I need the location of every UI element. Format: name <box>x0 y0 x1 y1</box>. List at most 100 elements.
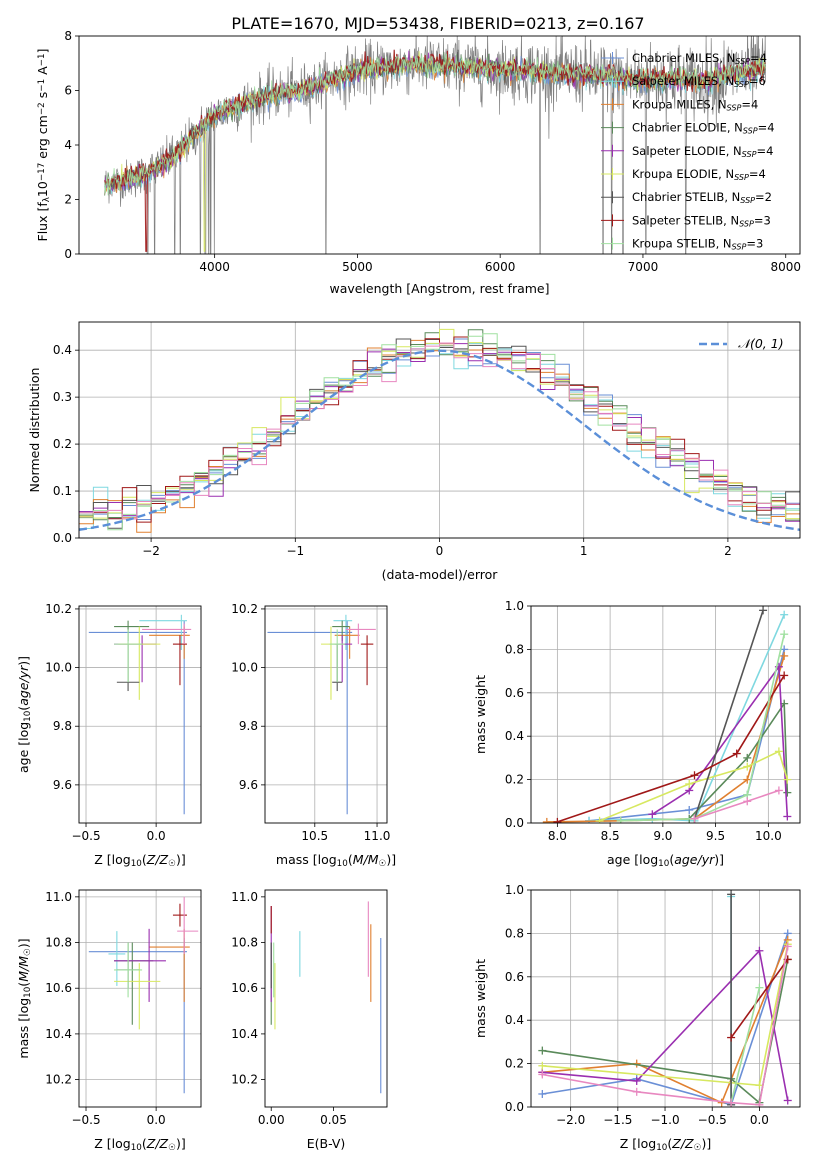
x-axis-label-part: ( <box>669 852 674 867</box>
x-axis-label-part: )] <box>386 852 396 867</box>
x-tick-label: −0.5 <box>698 1113 727 1127</box>
y-axis-label-part: )] <box>16 938 31 948</box>
y-axis-label-part: mass [log <box>16 998 31 1059</box>
figure-title: PLATE=1670, MJD=53438, FIBERID=0213, z=0… <box>231 14 644 33</box>
axes-frame <box>530 605 801 824</box>
legend-label-part: =4 <box>749 167 766 181</box>
y-tick-label: 10.2 <box>45 602 72 616</box>
x-axis-label: Z [log10(Z/Z☉)] <box>620 1136 711 1153</box>
legend-label-part: Kroupa MILES, N <box>632 97 727 111</box>
y-tick-label: 0.0 <box>505 816 524 830</box>
x-tick-label: −0.5 <box>71 1113 100 1127</box>
x-tick-label: 6000 <box>485 260 516 274</box>
legend-label-part: Salpeter MILES, N <box>632 74 734 88</box>
x-axis-label-part: M/M <box>353 852 379 867</box>
x-axis-label-part: 10 <box>131 1143 142 1153</box>
x-axis-label: age [log10(age/yr)] <box>607 852 724 869</box>
y-tick-label: 10.6 <box>231 981 258 995</box>
legend-label-part: SSP <box>735 57 750 66</box>
legend-label-part: SSP <box>743 127 758 136</box>
axes-frame <box>264 605 388 824</box>
x-tick-label: 4000 <box>199 260 230 274</box>
plot-area <box>104 36 766 254</box>
legend-label-part: Salpeter ELODIE, N <box>632 144 742 158</box>
y-tick-label: 0.8 <box>505 642 524 656</box>
y-axis-label-part: −17 <box>37 163 47 181</box>
legend-label-part: Chabrier MILES, N <box>632 51 735 65</box>
y-tick-label: 0.3 <box>53 390 72 404</box>
x-axis-label-part: 10 <box>131 859 142 869</box>
plot-area <box>267 614 376 815</box>
legend-label-part: =3 <box>746 237 763 251</box>
x-tick-label: 11.0 <box>364 829 391 843</box>
y-tick-label: 9.8 <box>239 719 258 733</box>
x-axis-label-part: )] <box>176 1136 186 1151</box>
y-axis-label: mass weight <box>473 959 488 1038</box>
mass-vs-ebv-panel: 0.00 0.05 10.2 10.4 10.6 10.8 11.0 E(B-V) <box>231 889 388 1151</box>
plot-area <box>88 896 199 1094</box>
gaussian-curve <box>79 349 800 531</box>
legend-label-part: =4 <box>741 97 758 111</box>
y-tick-label: 0.8 <box>505 926 524 940</box>
legend-label-part: =4 <box>756 144 773 158</box>
legend-label-part: Salpeter STELIB, N <box>632 213 739 227</box>
x-axis-label-part: ( <box>667 1136 672 1151</box>
x-tick-label: 0 <box>436 544 444 558</box>
x-axis-label-part: ☉ <box>168 1143 176 1153</box>
x-tick-label: 0.05 <box>320 1113 347 1127</box>
y-tick-label: 0.1 <box>53 484 72 498</box>
plot-area <box>542 606 792 823</box>
weight-line-0 <box>542 933 789 1106</box>
plot-area <box>270 901 382 1094</box>
legend-label: Chabrier MILES, NSSP=4 <box>632 51 767 66</box>
y-axis-label-part: ] <box>35 49 50 54</box>
weight-line-3 <box>688 701 789 820</box>
weight-line-0 <box>588 649 785 822</box>
x-axis-label-part: age [log <box>607 852 658 867</box>
legend-label-part: Chabrier STELIB, N <box>632 190 740 204</box>
x-axis-label-part: Z [log <box>94 1136 130 1151</box>
y-tick-label: 10.6 <box>45 981 72 995</box>
legend-label-part: SSP <box>740 196 755 205</box>
weight-line-6 <box>693 610 764 819</box>
y-tick-label: 10.4 <box>231 1027 258 1041</box>
weight-line-2 <box>546 655 785 823</box>
weight-line-2 <box>542 939 789 1104</box>
x-tick-label: 2 <box>724 544 732 558</box>
y-axis-label-part: age/yr <box>16 665 31 706</box>
y-axis-label-part: age [log <box>16 722 31 773</box>
y-tick-label: 10.0 <box>231 661 258 675</box>
legend-label-part: SSP <box>734 173 749 182</box>
y-axis-label-part: Flux [f <box>35 202 50 242</box>
axes-frame <box>78 605 202 824</box>
legend-label: Chabrier ELODIE, NSSP=4 <box>632 121 775 136</box>
y-tick-label: 0.2 <box>505 1057 524 1071</box>
weight-line-5 <box>599 750 789 822</box>
y-tick-label: 9.6 <box>239 778 258 792</box>
x-axis-label-part: ( <box>348 852 353 867</box>
legend-label-part: Kroupa ELODIE, N <box>632 167 734 181</box>
y-tick-label: 9.8 <box>53 719 72 733</box>
x-axis-label-part: ☉ <box>378 859 386 869</box>
legend-label: Salpeter STELIB, NSSP=3 <box>632 213 771 228</box>
y-tick-label: 0.2 <box>505 773 524 787</box>
y-tick-label: 0.2 <box>53 437 72 451</box>
y-axis-label-part: λ <box>42 197 52 202</box>
y-axis-label: Flux [fλ10−17 erg cm−2 s−1 A−1] <box>35 49 52 242</box>
x-tick-label: 7000 <box>628 260 659 274</box>
model-spectrum-8 <box>104 53 766 196</box>
x-axis-label-part: Z/Z <box>146 1136 169 1151</box>
x-tick-label: 8.5 <box>601 829 620 843</box>
x-tick-label: 0.0 <box>147 829 166 843</box>
y-axis-label-part: −1 <box>37 79 47 92</box>
mass-weight-vs-metallicity-panel: −2.0 −1.5 −1.0 −0.5 0.0 0.0 0.2 0.4 0.6 0.8 1.0 mas… <box>473 883 801 1153</box>
axes-frame <box>78 889 202 1108</box>
x-axis-label-part: )] <box>714 852 724 867</box>
x-tick-label: −1.0 <box>650 1113 679 1127</box>
plot-area <box>88 614 192 815</box>
y-axis-label-part: s <box>35 92 50 103</box>
x-axis-label-part: 10 <box>658 859 669 869</box>
x-axis-label-part: )] <box>701 1136 711 1151</box>
